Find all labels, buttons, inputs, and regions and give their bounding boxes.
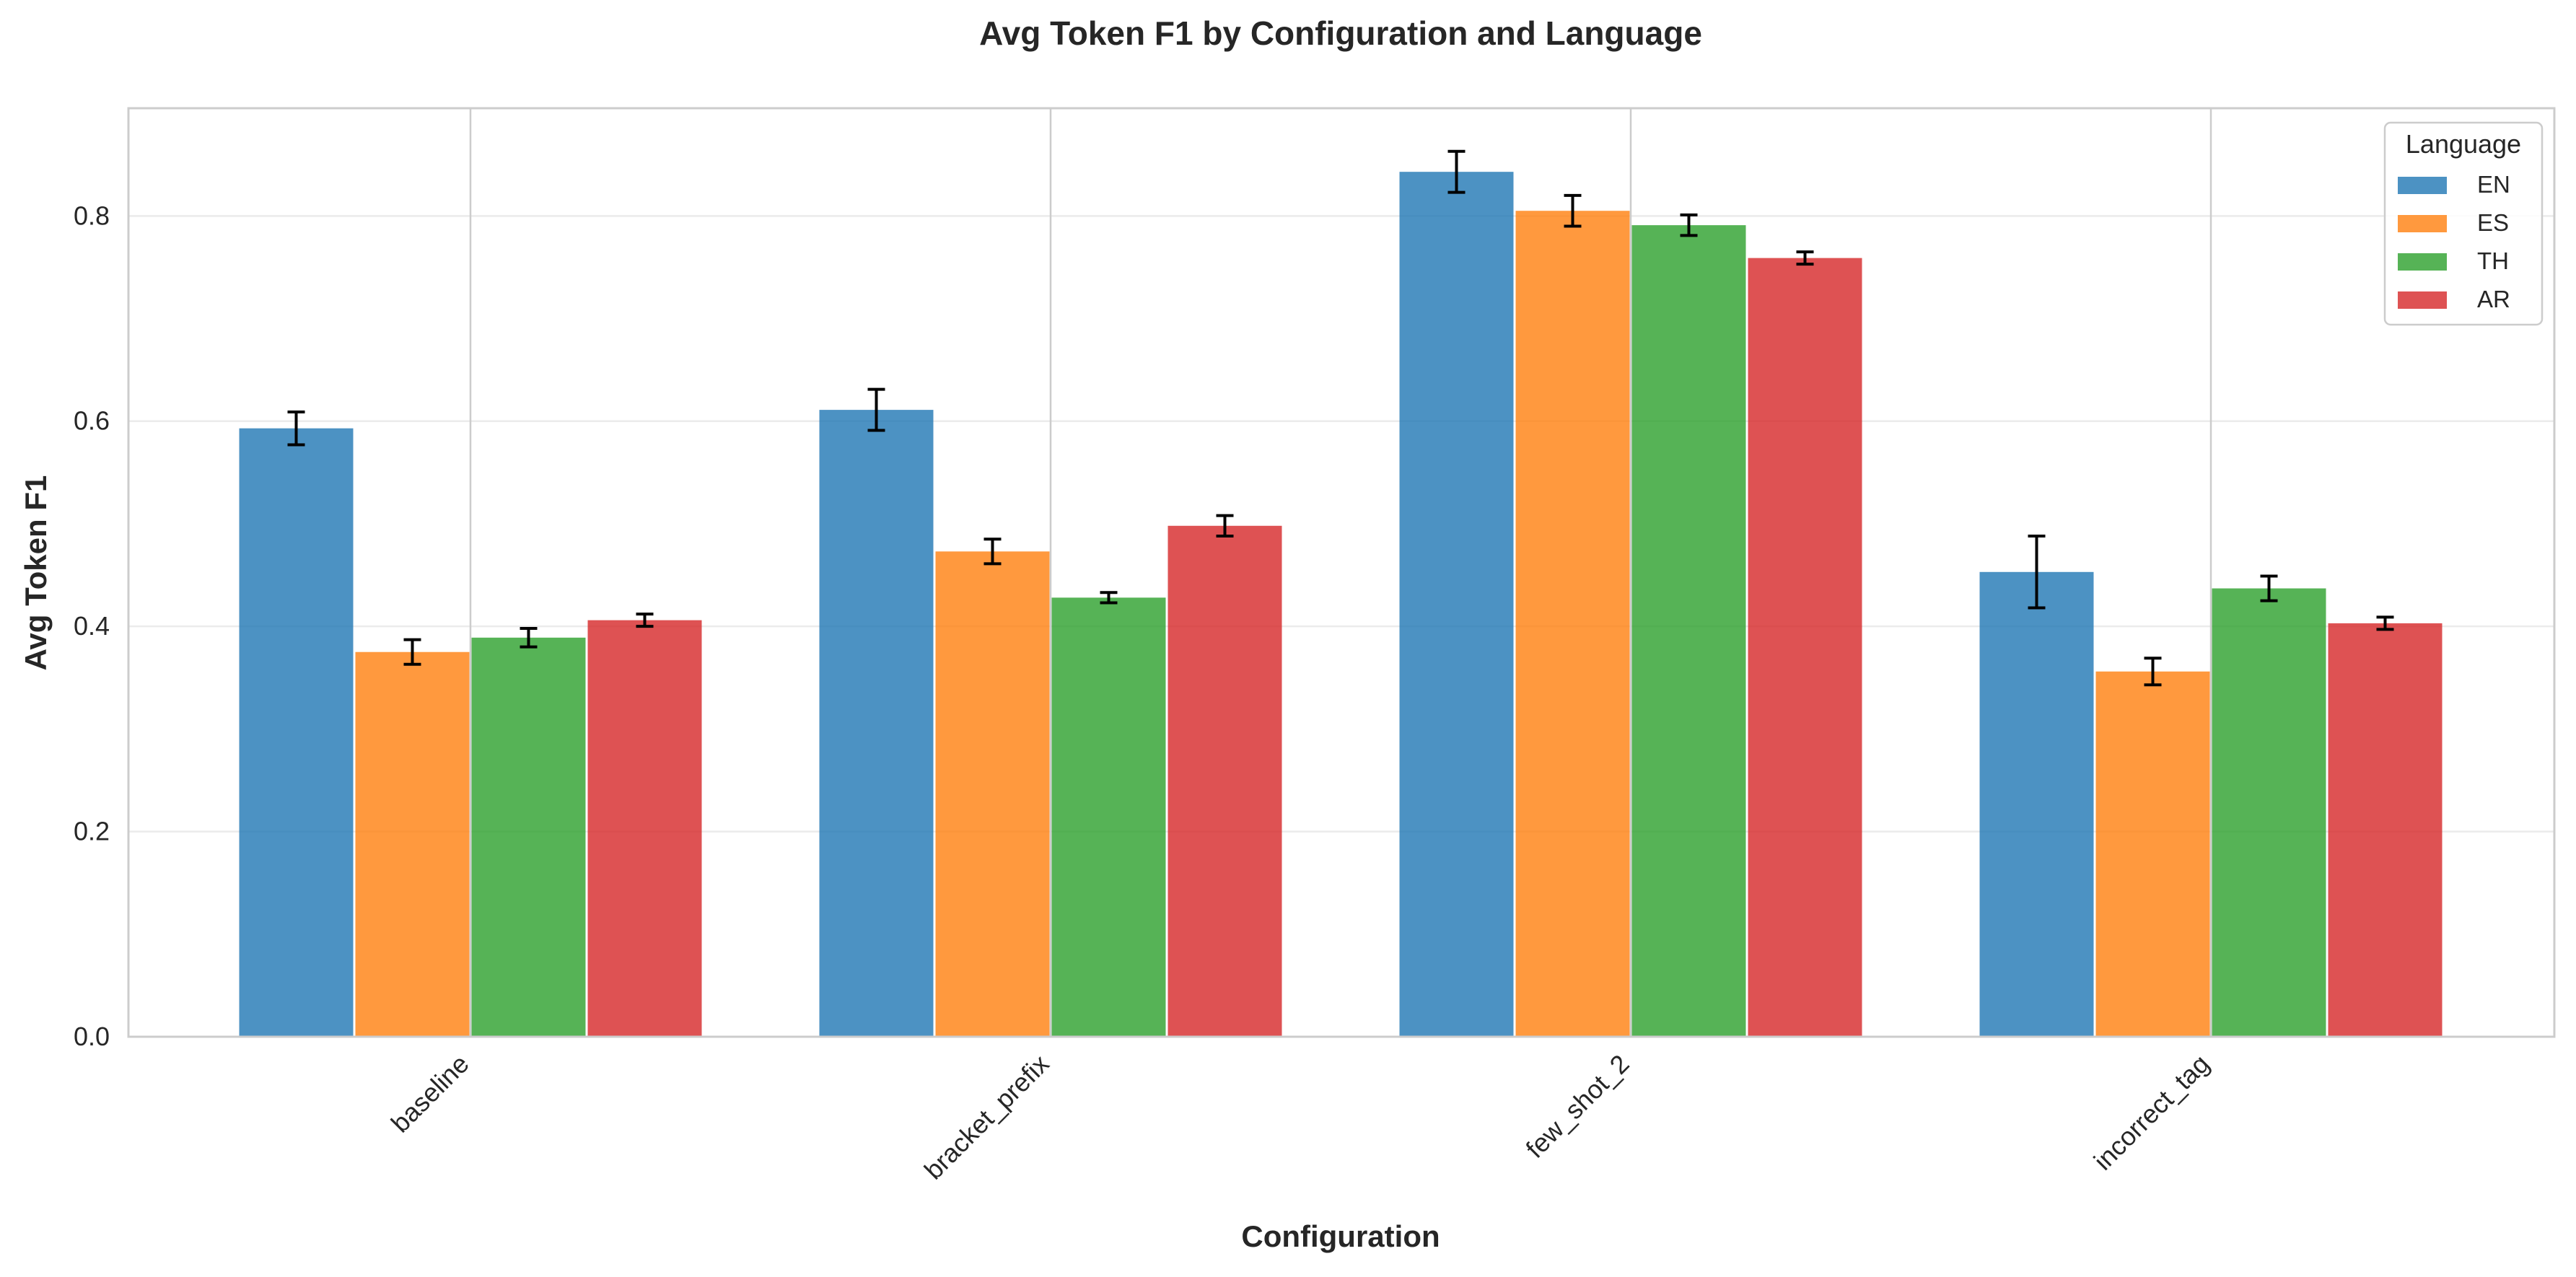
chart-title: Avg Token F1 by Configuration and Langua… (979, 14, 1702, 52)
y-axis-label: Avg Token F1 (19, 475, 53, 671)
y-tick-label: 0.6 (74, 406, 110, 436)
bar-ar-bracket_prefix (1167, 525, 1282, 1037)
x-tick-label: few_shot_2 (1520, 1049, 1634, 1164)
y-tick-label: 0.8 (74, 201, 110, 230)
legend-swatch-es (2398, 215, 2447, 232)
bar-en-few_shot_2 (1399, 172, 1514, 1037)
x-tick-label: bracket_prefix (919, 1049, 1055, 1185)
bar-th-baseline (471, 637, 586, 1037)
bar-ar-few_shot_2 (1748, 258, 1862, 1037)
legend-swatch-th (2398, 253, 2447, 271)
bar-es-baseline (355, 651, 470, 1037)
bar-en-baseline (239, 428, 354, 1037)
legend-swatch-ar (2398, 291, 2447, 309)
bar-es-few_shot_2 (1515, 211, 1630, 1037)
legend-label-th: TH (2477, 247, 2509, 274)
bar-es-bracket_prefix (935, 551, 1050, 1037)
x-tick-label: incorrect_tag (2088, 1049, 2215, 1176)
bar-en-bracket_prefix (819, 410, 934, 1037)
bar-es-incorrect_tag (2095, 671, 2210, 1037)
x-tick-label: baseline (385, 1049, 475, 1138)
y-tick-label: 0.4 (74, 611, 110, 641)
bar-th-bracket_prefix (1051, 597, 1166, 1037)
bar-th-incorrect_tag (2212, 588, 2326, 1037)
legend-label-en: EN (2477, 171, 2510, 198)
plot-frame (127, 107, 2556, 1038)
legend-label-ar: AR (2477, 286, 2510, 312)
x-axis-label: Configuration (1241, 1219, 1440, 1253)
legend-swatch-en (2398, 177, 2447, 194)
bar-en-incorrect_tag (1979, 571, 2094, 1037)
legend-box (2383, 121, 2544, 326)
y-tick-label: 0.2 (74, 817, 110, 846)
legend-title: Language (2406, 129, 2521, 159)
bar-ar-baseline (587, 620, 702, 1037)
bar-ar-incorrect_tag (2328, 623, 2443, 1037)
plot-area: 0.0 0.2 0.4 0.6 0.8 baseline bracket_prefix few… (74, 107, 2556, 1185)
legend-label-es: ES (2477, 209, 2509, 236)
y-tick-label: 0.0 (74, 1022, 110, 1051)
legend: Language EN ES TH AR (2383, 121, 2544, 326)
bar-th-few_shot_2 (1631, 225, 1746, 1037)
